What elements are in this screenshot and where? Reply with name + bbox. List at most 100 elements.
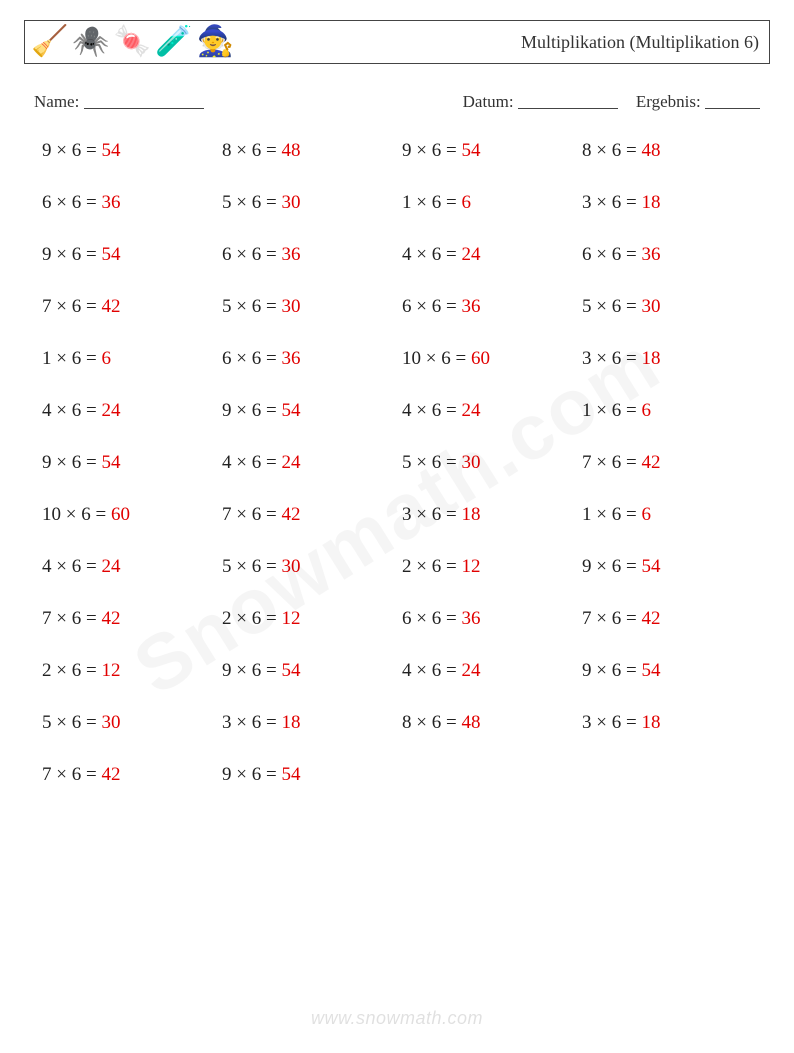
problem-cell: 9 × 6 = 54	[42, 244, 212, 266]
problem-expression: 4 × 6 =	[402, 400, 461, 421]
header-icons: 🧹 🕷️ 🍬 🧪 🧙	[31, 27, 234, 57]
problem-answer: 60	[471, 348, 490, 369]
problem-expression: 5 × 6 =	[402, 452, 461, 473]
problem-expression: 3 × 6 =	[582, 192, 641, 213]
problem-answer: 54	[281, 400, 300, 421]
problem-expression: 2 × 6 =	[402, 556, 461, 577]
problem-cell: 6 × 6 = 36	[222, 348, 392, 370]
problem-answer: 24	[101, 556, 120, 577]
problem-answer: 54	[101, 452, 120, 473]
problem-cell: 1 × 6 = 6	[582, 400, 752, 422]
problem-expression: 8 × 6 =	[222, 140, 281, 161]
problem-cell: 7 × 6 = 42	[582, 608, 752, 630]
spider-icon: 🕷️	[72, 27, 109, 57]
problem-answer: 18	[641, 348, 660, 369]
problem-expression: 7 × 6 =	[42, 296, 101, 317]
problem-answer: 30	[641, 296, 660, 317]
problem-expression: 6 × 6 =	[402, 296, 461, 317]
problem-answer: 6	[641, 504, 651, 525]
problem-cell: 3 × 6 = 18	[582, 192, 752, 214]
problem-cell: 4 × 6 = 24	[402, 400, 572, 422]
problem-answer: 42	[101, 608, 120, 629]
problem-expression: 5 × 6 =	[222, 556, 281, 577]
candy-icon: 🍬	[114, 27, 151, 57]
problem-cell: 8 × 6 = 48	[222, 140, 392, 162]
cauldron-icon: 🧪	[155, 27, 192, 57]
problem-expression: 6 × 6 =	[222, 244, 281, 265]
problem-cell: 7 × 6 = 42	[42, 296, 212, 318]
problem-cell: 5 × 6 = 30	[222, 556, 392, 578]
problem-answer: 12	[461, 556, 480, 577]
date-field: Datum:	[463, 90, 618, 112]
problem-cell: 3 × 6 = 18	[222, 712, 392, 734]
problem-expression: 9 × 6 =	[42, 452, 101, 473]
problem-cell: 6 × 6 = 36	[222, 244, 392, 266]
problem-expression: 6 × 6 =	[582, 244, 641, 265]
problem-cell: 3 × 6 = 18	[402, 504, 572, 526]
problem-expression: 10 × 6 =	[42, 504, 111, 525]
problem-cell: 9 × 6 = 54	[42, 452, 212, 474]
problem-expression: 7 × 6 =	[582, 608, 641, 629]
problem-cell: 1 × 6 = 6	[582, 504, 752, 526]
problem-answer: 36	[101, 192, 120, 213]
problem-expression: 8 × 6 =	[582, 140, 641, 161]
footer-url: www.snowmath.com	[0, 1008, 794, 1029]
problem-answer: 36	[281, 348, 300, 369]
problem-answer: 54	[641, 660, 660, 681]
result-blank[interactable]	[705, 92, 760, 109]
problem-expression: 6 × 6 =	[222, 348, 281, 369]
problem-cell: 5 × 6 = 30	[222, 192, 392, 214]
problem-expression: 9 × 6 =	[222, 660, 281, 681]
problem-answer: 42	[641, 608, 660, 629]
problem-cell: 9 × 6 = 54	[222, 400, 392, 422]
problem-expression: 7 × 6 =	[222, 504, 281, 525]
problem-answer: 48	[461, 712, 480, 733]
problem-expression: 7 × 6 =	[42, 608, 101, 629]
name-blank[interactable]	[84, 92, 204, 109]
problem-cell: 1 × 6 = 6	[402, 192, 572, 214]
problem-expression: 9 × 6 =	[42, 140, 101, 161]
date-blank[interactable]	[518, 92, 618, 109]
problem-cell: 9 × 6 = 54	[582, 660, 752, 682]
problem-cell: 3 × 6 = 18	[582, 712, 752, 734]
problem-expression: 3 × 6 =	[582, 348, 641, 369]
name-label: Name:	[34, 92, 79, 111]
problem-answer: 42	[641, 452, 660, 473]
problem-answer: 18	[461, 504, 480, 525]
problem-answer: 18	[281, 712, 300, 733]
broom-icon: 🧹	[31, 27, 68, 57]
problem-answer: 30	[101, 712, 120, 733]
problem-cell: 9 × 6 = 54	[222, 764, 392, 786]
date-label: Datum:	[463, 92, 514, 111]
problem-cell: 5 × 6 = 30	[222, 296, 392, 318]
problem-cell: 9 × 6 = 54	[42, 140, 212, 162]
problem-answer: 24	[281, 452, 300, 473]
problem-expression: 4 × 6 =	[402, 244, 461, 265]
problem-cell: 8 × 6 = 48	[582, 140, 752, 162]
problem-cell: 10 × 6 = 60	[42, 504, 212, 526]
meta-row: Name: Datum: Ergebnis:	[24, 90, 770, 112]
page-title: Multiplikation (Multiplikation 6)	[521, 32, 759, 53]
problem-cell: 7 × 6 = 42	[222, 504, 392, 526]
problem-expression: 1 × 6 =	[402, 192, 461, 213]
problem-cell: 9 × 6 = 54	[582, 556, 752, 578]
problem-expression: 4 × 6 =	[42, 400, 101, 421]
problem-answer: 42	[101, 764, 120, 785]
problem-expression: 10 × 6 =	[402, 348, 471, 369]
problem-expression: 6 × 6 =	[42, 192, 101, 213]
problem-cell: 8 × 6 = 48	[402, 712, 572, 734]
problem-cell: 6 × 6 = 36	[42, 192, 212, 214]
problem-answer: 54	[461, 140, 480, 161]
problem-cell: 6 × 6 = 36	[402, 296, 572, 318]
problem-cell: 6 × 6 = 36	[582, 244, 752, 266]
problem-cell: 1 × 6 = 6	[42, 348, 212, 370]
problem-expression: 3 × 6 =	[582, 712, 641, 733]
problem-cell: 3 × 6 = 18	[582, 348, 752, 370]
problem-answer: 42	[281, 504, 300, 525]
problem-expression: 9 × 6 =	[582, 660, 641, 681]
problem-answer: 24	[101, 400, 120, 421]
problem-cell: 4 × 6 = 24	[402, 244, 572, 266]
problem-expression: 5 × 6 =	[42, 712, 101, 733]
problem-answer: 18	[641, 712, 660, 733]
result-label: Ergebnis:	[636, 92, 701, 111]
